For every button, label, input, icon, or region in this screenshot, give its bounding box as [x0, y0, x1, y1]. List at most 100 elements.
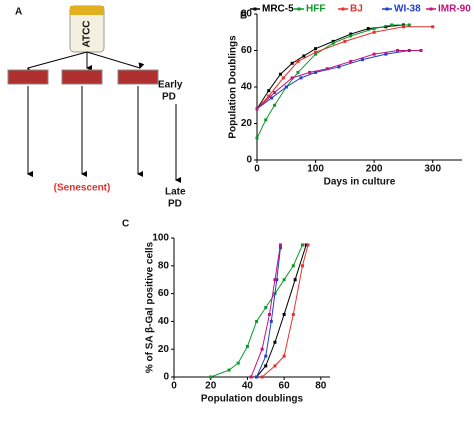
x-tick-label: 60 [279, 381, 291, 392]
legend-label: WI-38 [394, 4, 421, 15]
flasks [7, 69, 159, 85]
point [267, 94, 271, 98]
x-tick-label: 80 [315, 381, 327, 392]
y-axis-label: Population Doublings [228, 35, 239, 139]
panel-label: A [15, 7, 22, 18]
x-tick-label: 100 [307, 164, 324, 175]
point [267, 312, 271, 316]
point [343, 39, 347, 43]
panel-label: B [240, 11, 247, 22]
point [255, 319, 259, 323]
point [255, 136, 259, 140]
point [419, 49, 423, 52]
x-axis-label: Days in culture [324, 177, 396, 188]
x-tick-label: 300 [424, 164, 441, 175]
point [372, 30, 376, 34]
passage-arrows [28, 86, 181, 183]
legend-label: BJ [350, 4, 363, 15]
point [372, 52, 376, 56]
point [227, 368, 231, 372]
legend-label: MRC-5 [262, 4, 294, 15]
point [284, 85, 288, 89]
late-label: PD [168, 199, 182, 210]
point [314, 50, 318, 54]
point [331, 39, 335, 43]
point [209, 375, 213, 379]
point [308, 70, 312, 74]
x-tick-label: 20 [205, 381, 217, 392]
legend-marker [429, 7, 433, 11]
point [264, 354, 268, 358]
point [337, 65, 341, 69]
x-axis-label: Population doublings [201, 394, 304, 405]
point [299, 76, 303, 80]
legend-marker [253, 7, 257, 11]
point [264, 364, 268, 368]
point [260, 347, 264, 351]
y-tick-label: 100 [152, 233, 169, 244]
point [349, 34, 353, 38]
point [290, 61, 294, 65]
point [366, 27, 370, 31]
point [314, 70, 318, 74]
point [390, 23, 394, 27]
point [314, 47, 318, 51]
point [281, 76, 285, 80]
point [291, 264, 295, 268]
series-line [256, 24, 404, 110]
y-tick-label: 60 [241, 45, 253, 56]
y-tick-label: 80 [241, 9, 253, 20]
point [255, 375, 259, 379]
bottle-label: ATCC [82, 20, 93, 47]
point [249, 375, 253, 379]
series-line [256, 50, 410, 110]
point [255, 107, 259, 111]
x-tick-label: 0 [254, 164, 260, 175]
point [267, 89, 271, 93]
legend-marker [297, 7, 301, 11]
x-tick-label: 40 [242, 381, 254, 392]
legend-label: HFF [306, 4, 325, 15]
point [264, 118, 268, 122]
series-line [210, 244, 303, 378]
y-tick-label: 20 [158, 344, 170, 355]
point [396, 49, 400, 52]
bottle-cap [70, 6, 104, 15]
panel-a: A ATCC Early PD (Senescent) Late PD [7, 5, 186, 210]
y-tick-label: 20 [241, 118, 253, 129]
late-label: Late [165, 187, 186, 198]
panel-label: C [122, 219, 129, 230]
series-line [256, 26, 433, 110]
point [296, 70, 300, 74]
point [273, 364, 277, 368]
point [273, 340, 277, 344]
point [314, 52, 318, 56]
point [304, 243, 308, 247]
x-tick-label: 200 [366, 164, 383, 175]
point [401, 25, 405, 29]
point [273, 103, 277, 107]
point [384, 25, 388, 29]
point [236, 361, 240, 365]
point [270, 96, 274, 100]
point [273, 90, 277, 94]
point [282, 278, 286, 282]
point [282, 354, 286, 358]
point [306, 243, 310, 247]
point [245, 344, 249, 348]
y-tick-label: 40 [241, 82, 253, 93]
y-tick-label: 0 [246, 155, 252, 166]
point [260, 375, 264, 379]
point [273, 278, 277, 282]
y-tick-label: 60 [158, 288, 170, 299]
senescent-label: (Senescent) [54, 183, 111, 194]
early-label: PD [162, 92, 176, 103]
y-tick-label: 40 [158, 316, 170, 327]
y-tick-label: 0 [163, 372, 169, 383]
point [302, 54, 306, 58]
point [360, 58, 364, 62]
point [275, 278, 279, 282]
y-tick-label: 80 [158, 260, 170, 271]
point [296, 59, 300, 63]
